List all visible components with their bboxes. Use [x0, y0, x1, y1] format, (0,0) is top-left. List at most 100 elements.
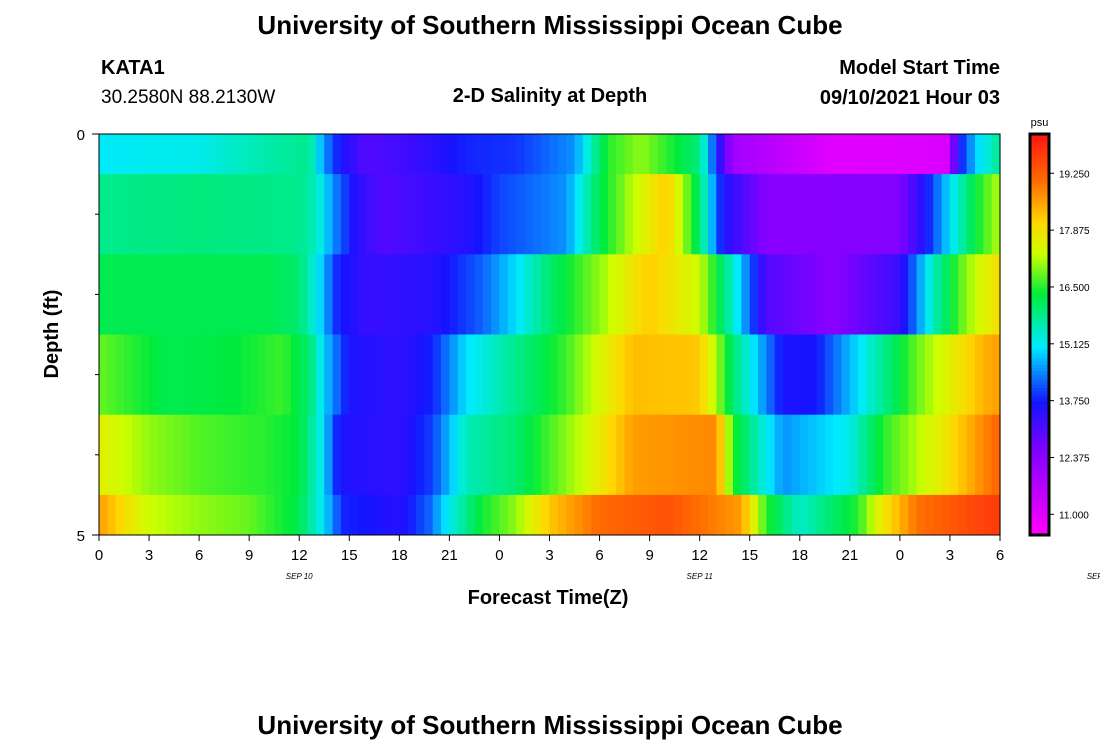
heatmap-cell: [808, 334, 818, 416]
heatmap-cell: [808, 414, 818, 496]
heatmap-cell: [666, 134, 676, 175]
heatmap-cell: [991, 174, 1001, 255]
heatmap-cell: [507, 134, 517, 175]
heatmap-cell: [649, 414, 659, 496]
heatmap-cell: [916, 494, 926, 536]
heatmap-cell: [124, 174, 133, 255]
heatmap-cell: [365, 174, 375, 255]
heatmap-cell: [190, 254, 200, 335]
colorbar-swatch: [1030, 334, 1049, 339]
heatmap-cell: [741, 334, 751, 416]
heatmap-cell: [799, 334, 809, 416]
heatmap-cell: [657, 134, 667, 175]
heatmap-cell: [557, 254, 567, 335]
heatmap-cell: [716, 174, 726, 255]
heatmap-cell: [282, 494, 292, 536]
heatmap-cell: [232, 134, 242, 175]
heatmap-cell: [824, 174, 834, 255]
colorbar-swatch: [1030, 401, 1049, 406]
heatmap-cell: [115, 254, 125, 335]
heatmap-cell: [808, 494, 818, 536]
heatmap-cell: [207, 414, 217, 496]
heatmap-cell: [424, 174, 434, 255]
heatmap-cell: [207, 134, 217, 175]
heatmap-cell: [157, 494, 167, 536]
heatmap-cell: [416, 174, 425, 255]
heatmap-cell: [833, 134, 843, 175]
heatmap-cell: [432, 134, 442, 175]
x-tick-label: 18: [391, 547, 408, 564]
heatmap-cell: [766, 334, 776, 416]
heatmap-cell: [374, 174, 384, 255]
heatmap-cell: [407, 134, 417, 175]
heatmap-cell: [124, 254, 133, 335]
colorbar-swatch: [1030, 217, 1049, 222]
heatmap-cell: [716, 134, 726, 175]
colorbar-swatch: [1030, 134, 1049, 138]
heatmap-cell: [607, 334, 617, 416]
heatmap-cell: [265, 134, 275, 175]
heatmap-cell: [482, 134, 492, 175]
heatmap-cell: [441, 334, 450, 416]
x-tick-label: 18: [791, 547, 808, 564]
colorbar-swatch: [1030, 421, 1049, 426]
colorbar-swatch: [1030, 281, 1049, 285]
heatmap-cell: [924, 334, 934, 416]
heatmap-cell: [841, 494, 851, 536]
heatmap-cell: [132, 494, 142, 536]
heatmap-cell: [983, 494, 993, 536]
heatmap-cell: [924, 134, 934, 175]
colorbar-swatch: [1030, 150, 1049, 155]
heatmap-cell: [924, 174, 934, 255]
colorbar-swatch: [1030, 220, 1049, 225]
heatmap-cell: [582, 254, 592, 335]
heatmap-cell: [874, 134, 884, 175]
heatmap-cell: [541, 174, 551, 255]
heatmap-cell: [249, 254, 259, 335]
heatmap-cell: [541, 254, 551, 335]
heatmap-cell: [708, 134, 717, 175]
x-tick-label: 15: [741, 547, 758, 564]
heatmap-cell: [549, 334, 559, 416]
heatmap-cell: [858, 174, 868, 255]
colorbar-swatch: [1030, 514, 1049, 519]
heatmap-cell: [591, 174, 601, 255]
heatmap-cell: [232, 334, 242, 416]
heatmap-cell: [432, 414, 442, 496]
heatmap-cell: [758, 134, 768, 175]
heatmap-cell: [899, 494, 909, 536]
heatmap-cell: [983, 174, 993, 255]
heatmap-cell: [149, 414, 158, 496]
heatmap-cell: [816, 494, 826, 536]
heatmap-cell: [499, 174, 509, 255]
heatmap-cell: [224, 254, 234, 335]
heatmap-cell: [733, 254, 742, 335]
heatmap-cell: [99, 134, 108, 175]
heatmap-cell: [566, 254, 576, 335]
heatmap-cell: [632, 334, 642, 416]
heatmap-cell: [783, 414, 793, 496]
heatmap-cell: [949, 174, 959, 255]
heatmap-cell: [849, 254, 859, 335]
heatmap-cell: [382, 414, 392, 496]
heatmap-cell: [499, 334, 509, 416]
heatmap-cell: [107, 174, 117, 255]
heatmap-cell: [632, 174, 642, 255]
colorbar-tick-label: 13.750: [1059, 397, 1090, 408]
heatmap-cell: [132, 254, 142, 335]
heatmap-cell: [474, 414, 484, 496]
heatmap-cell: [616, 254, 626, 335]
heatmap-cell: [357, 414, 367, 496]
heatmap-cell: [516, 134, 526, 175]
heatmap-cell: [340, 334, 350, 416]
heatmap-cell: [307, 414, 317, 496]
heatmap-cell: [215, 254, 225, 335]
heatmap-cell: [758, 174, 768, 255]
header-title: University of Southern Mississippi Ocean…: [257, 10, 843, 40]
heatmap-cell: [491, 334, 501, 416]
colorbar-swatch: [1030, 444, 1049, 449]
colorbar-swatch: [1030, 344, 1049, 349]
heatmap-cell: [157, 254, 167, 335]
heatmap-cell: [499, 414, 509, 496]
heatmap-cell: [716, 334, 726, 416]
